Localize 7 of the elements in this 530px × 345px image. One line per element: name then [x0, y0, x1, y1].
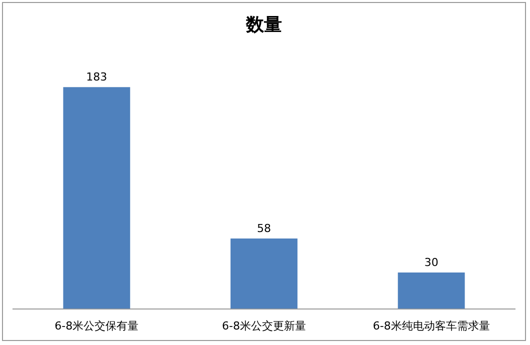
- chart-title: 数量: [245, 14, 282, 36]
- data-label: 30: [424, 256, 438, 269]
- x-tick-label: 6-8米公交保有量: [54, 319, 139, 332]
- x-tick-label: 6-8米纯电动客车需求量: [372, 319, 490, 332]
- x-tick-label: 6-8米公交更新量: [222, 319, 306, 332]
- data-label: 58: [257, 222, 271, 235]
- data-label: 183: [86, 70, 108, 84]
